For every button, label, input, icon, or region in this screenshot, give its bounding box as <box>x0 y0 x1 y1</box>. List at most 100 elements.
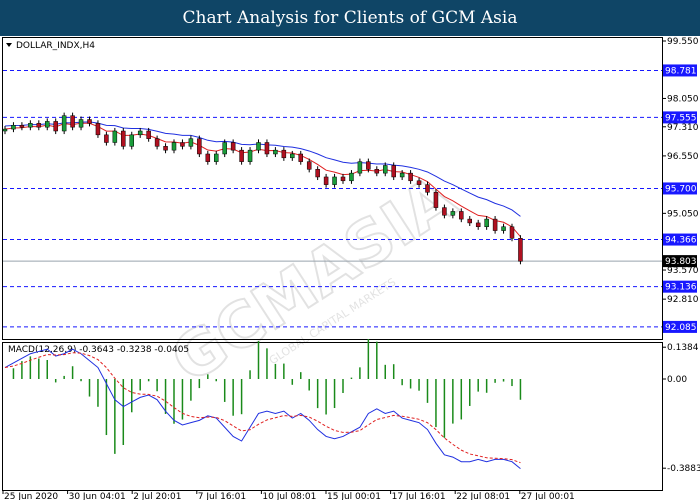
y-tick-label: 99.550 <box>667 37 699 47</box>
candle <box>197 138 202 155</box>
candle <box>154 138 160 147</box>
x-tick-label: 17 Jul 16:01 <box>392 492 446 500</box>
level-tag <box>663 182 697 195</box>
x-tick-label: 2 Jul 20:01 <box>133 492 181 500</box>
candle <box>391 165 396 178</box>
x-tick-label: 27 Jul 00:01 <box>521 492 575 500</box>
candle <box>239 149 244 162</box>
ma-fast-line <box>4 122 521 237</box>
candle <box>205 153 211 162</box>
x-tick-label: 10 Jul 08:01 <box>262 492 316 500</box>
candle <box>357 161 363 174</box>
candle <box>163 146 168 151</box>
candle <box>374 169 380 174</box>
level-tag <box>663 64 697 77</box>
candle <box>315 169 320 178</box>
candle <box>70 115 75 128</box>
y-tick-label: 96.550 <box>667 152 699 162</box>
y-tick-label: 92.810 <box>667 295 699 305</box>
candle <box>281 149 287 159</box>
candle <box>518 237 523 262</box>
candle <box>95 123 101 136</box>
macd-y-tick-label: 0.1384 <box>667 343 699 353</box>
candle <box>36 123 42 128</box>
macd-label: MACD(12,26,9) -0.3643 -0.3238 -0.0405 <box>8 345 189 355</box>
candle <box>45 121 50 128</box>
candle <box>87 119 92 124</box>
level-tag <box>663 320 697 333</box>
level-label: 93.136 <box>665 283 697 293</box>
candle <box>383 165 388 174</box>
candle <box>222 142 227 155</box>
level-label: 95.700 <box>665 184 697 194</box>
candle <box>484 218 489 228</box>
symbol-label: DOLLAR_INDX,H4 <box>16 41 95 51</box>
candle <box>19 125 25 128</box>
candle <box>442 207 447 216</box>
candle <box>146 130 151 139</box>
macd-y-tick-label: -0.3883 <box>667 464 700 474</box>
candle <box>416 180 422 185</box>
candle <box>256 142 261 151</box>
candle <box>11 125 16 130</box>
main-panel-border <box>2 37 663 340</box>
candle <box>121 130 126 147</box>
candle <box>188 138 194 147</box>
x-tick-label: 7 Jul 16:01 <box>198 492 246 500</box>
current-price-label: 93.803 <box>665 257 697 267</box>
candle <box>509 226 515 239</box>
candle <box>180 142 185 147</box>
candle <box>425 184 430 193</box>
candle <box>104 134 109 143</box>
y-tick-label: 97.310 <box>667 123 699 133</box>
candle <box>137 130 143 136</box>
svg-text:GCMASIA: GCMASIA <box>158 161 468 397</box>
y-tick-label: 98.050 <box>667 94 699 104</box>
level-tag <box>663 111 697 124</box>
dropdown-triangle-icon[interactable] <box>6 43 12 47</box>
candle <box>298 153 303 162</box>
candle <box>366 161 371 170</box>
candle <box>450 211 456 216</box>
candle <box>61 115 67 132</box>
candle <box>323 176 329 185</box>
macd-y-tick-label: 0.00 <box>667 375 687 385</box>
macd-panel-border <box>2 342 663 491</box>
candle <box>459 211 464 220</box>
candle <box>53 121 58 132</box>
candle <box>290 153 295 159</box>
candle <box>247 149 253 162</box>
x-tick-label: 25 Jun 2020 <box>4 492 58 500</box>
candle <box>475 222 481 228</box>
watermark: GCMASIA GLOBAL CAPITAL MARKETS <box>157 160 469 398</box>
macd-line <box>4 348 521 469</box>
y-tick-label: 95.050 <box>667 209 699 219</box>
candle <box>399 172 405 178</box>
level-label: 98.781 <box>665 66 697 76</box>
level-label: 97.555 <box>665 113 697 123</box>
candle <box>492 218 498 231</box>
candle <box>273 149 278 155</box>
level-label: 94.366 <box>665 236 697 246</box>
candle <box>340 176 346 182</box>
candle <box>171 142 177 151</box>
x-tick-label: 30 Jun 04:01 <box>69 492 126 500</box>
y-tick-label: 93.570 <box>667 266 699 276</box>
candle <box>349 172 354 182</box>
x-tick-label: 15 Jul 00:01 <box>327 492 381 500</box>
candle <box>408 172 413 182</box>
candle <box>306 161 312 170</box>
candle <box>78 119 84 128</box>
candle <box>467 218 472 224</box>
candle <box>264 142 270 155</box>
candle <box>214 153 219 162</box>
candle <box>501 226 506 231</box>
signal-line <box>4 352 521 464</box>
candle <box>230 142 236 151</box>
candle <box>112 130 118 143</box>
page-title: Chart Analysis for Clients of GCM Asia <box>0 0 700 36</box>
current-price-tag <box>663 255 697 268</box>
level-label: 92.085 <box>665 323 697 333</box>
candle <box>332 176 337 185</box>
